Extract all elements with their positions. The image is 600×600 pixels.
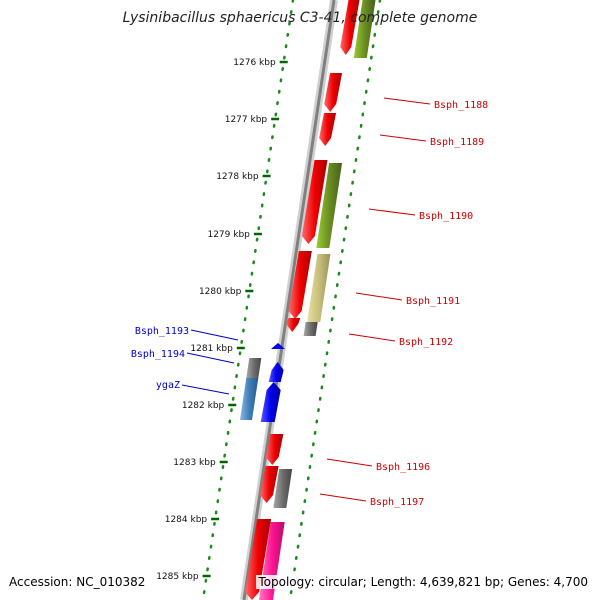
scale-tick-label: 1276 kbp	[233, 58, 276, 68]
gene-feature	[268, 362, 284, 382]
gene-feature	[273, 469, 293, 508]
gene-feature	[303, 322, 318, 336]
gene-feature	[286, 318, 301, 332]
gene-feature	[245, 519, 272, 600]
gene-label: Bsph_1193	[135, 326, 189, 337]
scale-tick-label: 1277 kbp	[225, 115, 268, 125]
map-title: Lysinibacillus sphaericus C3-41, complet…	[122, 10, 478, 26]
gene-feature	[301, 160, 328, 244]
gene-feature	[271, 343, 285, 349]
gene-label: Bsph_1190	[419, 211, 473, 222]
genome-backbone-core	[242, 0, 336, 600]
genome-summary-text: Topology: circular; Length: 4,639,821 bp…	[256, 575, 590, 589]
gene-feature	[324, 73, 343, 112]
gene-label: Bsph_1188	[434, 100, 488, 111]
gene-feature	[246, 358, 262, 378]
gene-feature	[240, 378, 259, 420]
gene-feature	[340, 0, 360, 55]
gene-feature	[307, 254, 331, 322]
gene-label: Bsph_1192	[399, 337, 453, 348]
gene-feature	[353, 0, 376, 58]
scale-tick-label: 1279 kbp	[207, 230, 250, 240]
accession-text: Accession: NC_010382	[9, 575, 146, 589]
gene-callout-line	[379, 134, 427, 142]
gene-feature	[260, 382, 281, 422]
gene-label: Bsph_1189	[430, 137, 484, 148]
scale-tick-labels: 1276 kbp 1277 kbp 1278 kbp 1279 kbp 1280 kbp…	[156, 58, 276, 582]
strand-dotted-line	[288, 0, 382, 600]
scale-dotted-line	[201, 0, 295, 600]
gene-label: ygaZ	[156, 380, 180, 391]
scale-ticks	[202, 60, 288, 578]
scale-tick-label: 1283 kbp	[173, 458, 216, 468]
gene-labels: Bsph_1188 Bsph_1189 Bsph_1190 Bsph_1191 Bsph…	[131, 100, 488, 508]
gene-callout-line	[190, 329, 239, 341]
gene-label: Bsph_1197	[370, 497, 424, 508]
scale-tick-label: 1278 kbp	[216, 172, 259, 182]
gene-callout-line	[368, 208, 416, 216]
gene-callout-line	[348, 333, 396, 342]
gene-callout-line	[355, 292, 403, 301]
gene-callout-line	[383, 97, 431, 105]
gene-feature	[319, 113, 337, 146]
scale-tick-label: 1282 kbp	[182, 401, 225, 411]
scale-tick-label: 1285 kbp	[156, 572, 199, 582]
gene-callout-line	[186, 352, 235, 364]
gene-label: Bsph_1191	[406, 296, 460, 307]
gene-feature	[316, 163, 343, 248]
gene-feature	[265, 434, 284, 465]
gene-label: Bsph_1196	[376, 462, 430, 473]
gene-callouts	[181, 97, 431, 502]
gene-label: Bsph_1194	[131, 349, 185, 360]
scale-tick-label: 1281 kbp	[190, 344, 233, 354]
gene-feature	[260, 466, 279, 503]
gene-callout-line	[319, 493, 367, 502]
scale-tick-label: 1284 kbp	[165, 515, 208, 525]
gene-callout-line	[326, 458, 373, 467]
scale-tick-label: 1280 kbp	[199, 287, 242, 297]
gene-feature	[288, 251, 312, 319]
gene-callout-line	[181, 384, 230, 395]
